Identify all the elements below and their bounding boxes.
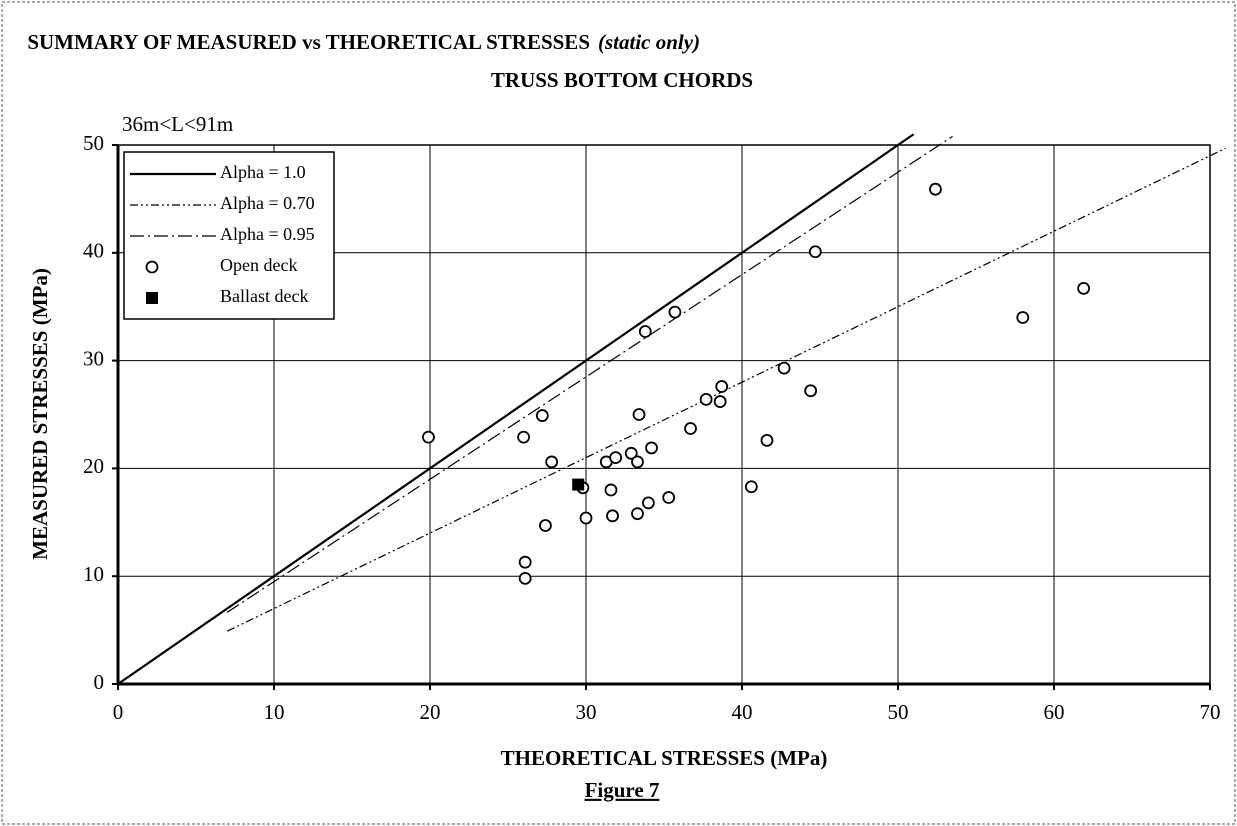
title-note: (static only) <box>598 30 700 54</box>
point <box>662 491 676 504</box>
y-axis-label: MEASURED STRESSES (MPa) <box>28 268 52 560</box>
point <box>545 455 559 469</box>
point <box>604 483 618 497</box>
point <box>777 361 791 375</box>
point <box>145 260 159 274</box>
legend-label: Open deck <box>220 255 297 275</box>
chart-subtitle: TRUSS BOTTOM CHORDS <box>491 68 753 92</box>
point <box>631 507 644 521</box>
x-axis-label: THEORETICAL STRESSES (MPa) <box>501 746 828 770</box>
point <box>579 511 593 525</box>
x-tick-label: 30 <box>576 700 597 724</box>
legend-label: Ballast deck <box>220 286 308 306</box>
annotation: 36m<L<91m <box>122 112 233 136</box>
y-tick-label: 0 <box>94 670 105 694</box>
legend-label: Alpha = 0.70 <box>220 193 315 213</box>
point <box>539 519 552 532</box>
point <box>535 409 549 422</box>
x-tick-label: 20 <box>420 700 441 724</box>
point <box>518 555 532 569</box>
point <box>684 422 697 435</box>
point <box>572 478 585 491</box>
point <box>518 571 532 585</box>
point <box>760 433 774 447</box>
point <box>632 408 646 421</box>
y-tick-label: 50 <box>83 131 104 155</box>
point <box>638 325 652 338</box>
x-tick-label: 0 <box>113 700 124 724</box>
point <box>609 451 623 465</box>
point <box>715 380 729 393</box>
y-tick-label: 30 <box>83 346 104 370</box>
y-tick-label: 10 <box>83 562 104 586</box>
y-tick-label: 20 <box>83 454 104 478</box>
x-tick-label: 60 <box>1044 700 1065 724</box>
point <box>713 395 727 408</box>
x-tick-label: 50 <box>888 700 909 724</box>
line <box>117 133 915 685</box>
point <box>517 430 530 444</box>
point <box>606 509 619 523</box>
point <box>744 480 758 494</box>
point <box>645 441 658 455</box>
point <box>808 245 822 259</box>
point <box>1016 311 1030 324</box>
x-tick-label: 40 <box>732 700 753 724</box>
y-tick-label: 40 <box>83 239 104 263</box>
point <box>422 430 435 444</box>
point <box>631 455 644 469</box>
x-tick-label: 10 <box>264 700 285 724</box>
point <box>642 496 655 510</box>
x-tick-label: 70 <box>1200 700 1221 724</box>
point <box>804 384 818 398</box>
point <box>146 292 158 304</box>
point <box>699 393 713 406</box>
line <box>226 135 953 613</box>
point <box>624 446 638 460</box>
legend-label: Alpha = 0.95 <box>220 224 315 244</box>
line <box>226 147 1226 632</box>
point <box>1077 281 1091 295</box>
chart-title: SUMMARY OF MEASURED vs THEORETICAL STRES… <box>27 30 590 54</box>
point <box>929 182 942 196</box>
caption: Figure 7 <box>585 778 660 802</box>
legend-label: Alpha = 1.0 <box>220 162 306 182</box>
point <box>668 305 682 319</box>
